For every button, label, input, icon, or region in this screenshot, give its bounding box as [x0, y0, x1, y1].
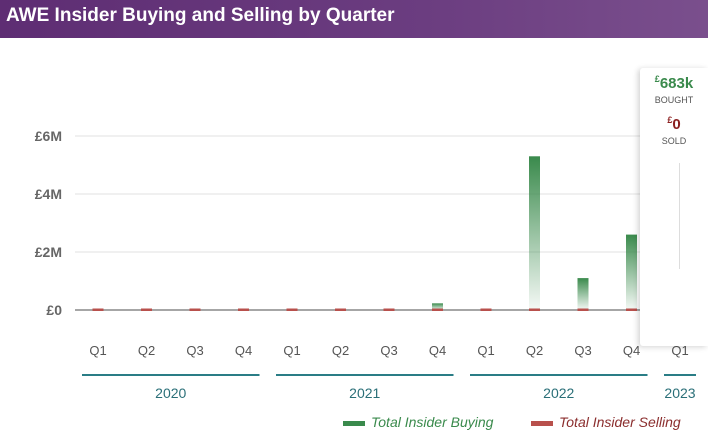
x-tick-label: Q1	[477, 343, 494, 358]
chart-title: AWE Insider Buying and Selling by Quarte…	[6, 5, 395, 26]
y-tick-label: £4M	[35, 186, 62, 202]
selling-bar[interactable]	[92, 308, 104, 312]
y-tick-label: £2M	[35, 244, 62, 260]
selling-bar[interactable]	[529, 308, 540, 312]
legend-label-buying: Total Insider Buying	[371, 414, 494, 430]
legend-swatch-selling	[531, 420, 553, 426]
x-tick-label: Q2	[332, 343, 349, 358]
hover-tooltip: £683k BOUGHT £0 SOLD	[640, 68, 708, 346]
selling-bar[interactable]	[480, 308, 492, 312]
selling-bar[interactable]	[626, 308, 637, 312]
x-tick-label: Q3	[574, 343, 591, 358]
y-tick-label: £0	[46, 302, 62, 318]
selling-bar[interactable]	[335, 308, 346, 312]
x-tick-label: Q1	[89, 343, 106, 358]
tooltip-sold-label: SOLD	[661, 136, 687, 146]
x-tick-label: Q3	[380, 343, 397, 358]
legend-swatch-buying	[343, 420, 365, 426]
buying-bar[interactable]	[432, 303, 443, 310]
x-tick-label: Q4	[235, 343, 252, 358]
selling-bar[interactable]	[432, 308, 443, 312]
x-tick-label: Q2	[526, 343, 543, 358]
x-tick-label: Q1	[283, 343, 300, 358]
x-tick-label: Q4	[429, 343, 446, 358]
selling-bar[interactable]	[577, 308, 589, 312]
year-group-label: 2022	[543, 385, 574, 401]
x-tick-label: Q3	[186, 343, 203, 358]
selling-bar[interactable]	[141, 308, 152, 312]
selling-bar[interactable]	[383, 308, 395, 312]
tooltip-sold-value: £0	[667, 115, 681, 133]
tooltip-bought-value: £683k	[654, 74, 694, 92]
buying-bar[interactable]	[626, 234, 637, 310]
year-group-label: 2020	[155, 385, 186, 401]
x-tick-label: Q1	[671, 343, 688, 358]
legend-label-selling: Total Insider Selling	[559, 414, 681, 430]
legend-item-buying[interactable]: Total Insider Buying	[343, 414, 493, 430]
x-tick-label: Q2	[138, 343, 155, 358]
tooltip-bought-label: BOUGHT	[654, 95, 694, 105]
year-group-label: 2023	[664, 385, 695, 401]
legend-item-selling[interactable]: Total Insider Selling	[531, 414, 681, 430]
selling-bar[interactable]	[238, 308, 249, 312]
tooltip-guide-line	[679, 163, 680, 269]
x-tick-label: Q4	[623, 343, 640, 358]
year-group-label: 2021	[349, 385, 380, 401]
title-bar: AWE Insider Buying and Selling by Quarte…	[0, 0, 708, 38]
y-tick-label: £6M	[35, 128, 62, 144]
selling-bar[interactable]	[189, 308, 201, 312]
buying-bar[interactable]	[577, 278, 589, 310]
selling-bar[interactable]	[286, 308, 298, 312]
buying-bar[interactable]	[529, 156, 540, 310]
